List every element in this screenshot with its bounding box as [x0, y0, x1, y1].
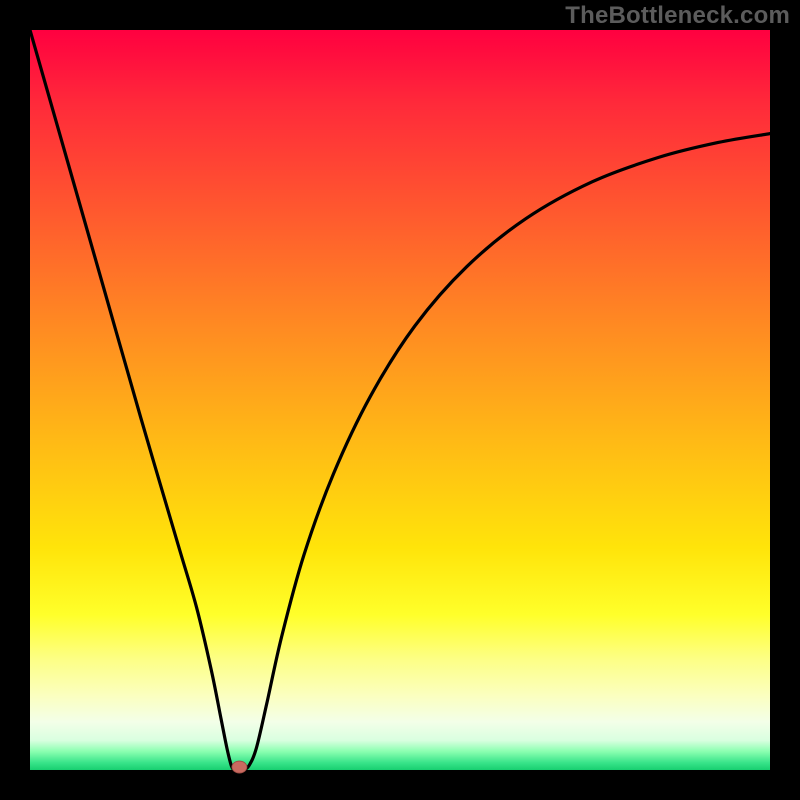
watermark-text: TheBottleneck.com: [565, 2, 790, 30]
optimal-point-marker: [232, 761, 247, 773]
chart-gradient-background: [30, 30, 770, 770]
bottleneck-chart: [0, 0, 800, 800]
